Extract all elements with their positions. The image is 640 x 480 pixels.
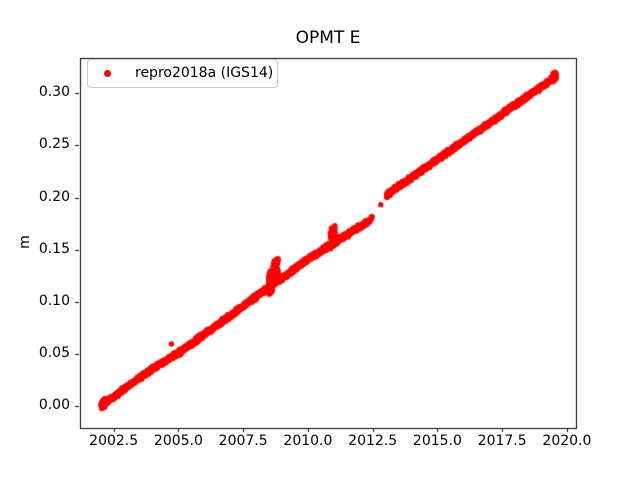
x-tick-label: 2005.0 <box>153 433 203 449</box>
x-tick-label: 2015.0 <box>412 433 462 449</box>
chart-title: OPMT E <box>295 28 361 48</box>
x-tick-label: 2007.5 <box>218 433 268 449</box>
y-tick-label: 0.25 <box>38 136 70 153</box>
x-tick-label: 2012.5 <box>348 433 398 449</box>
y-tick-label: 0.00 <box>38 397 70 414</box>
legend-marker-dot <box>104 70 111 77</box>
x-tick-label: 2010.0 <box>283 433 333 449</box>
x-tick-label: 2002.5 <box>89 433 139 449</box>
legend: repro2018a (IGS14) <box>87 59 278 88</box>
x-tick-label: 2017.5 <box>477 433 527 449</box>
y-tick-label: 0.20 <box>38 188 70 205</box>
y-tick-label: 0.15 <box>38 240 70 257</box>
x-tick-label: 2020.0 <box>542 433 592 449</box>
y-tick-label: 0.05 <box>38 345 70 362</box>
y-tick-label: 0.10 <box>38 292 70 309</box>
y-tick-label: 0.30 <box>38 84 70 101</box>
legend-label: repro2018a (IGS14) <box>135 65 274 81</box>
